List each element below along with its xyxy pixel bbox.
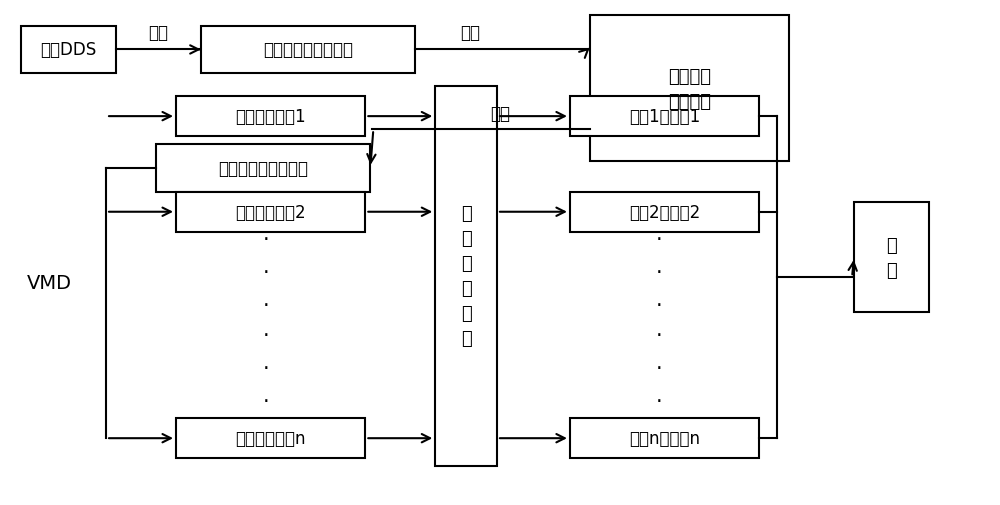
Text: ·
·
·: · · · xyxy=(262,230,269,315)
Bar xyxy=(570,192,759,232)
Text: VMD: VMD xyxy=(27,273,72,292)
Text: 多频率混合激励信号: 多频率混合激励信号 xyxy=(263,41,353,59)
Text: 得到: 得到 xyxy=(490,105,510,123)
Bar xyxy=(156,144,370,192)
Bar xyxy=(570,418,759,459)
Text: 单频信号分量n: 单频信号分量n xyxy=(235,429,306,447)
Text: 幅值n、相位n: 幅值n、相位n xyxy=(629,429,700,447)
Text: 激励电极
测量电极: 激励电极 测量电极 xyxy=(668,68,711,111)
Text: 单频信号分量1: 单频信号分量1 xyxy=(235,108,306,126)
Text: 输出: 输出 xyxy=(148,24,168,42)
Bar xyxy=(854,203,929,313)
Bar xyxy=(21,26,116,74)
Bar xyxy=(176,192,365,232)
Text: 幅值2、相位2: 幅值2、相位2 xyxy=(629,204,700,221)
Text: ·
·
·: · · · xyxy=(656,325,663,411)
Bar xyxy=(590,17,789,162)
Text: 幅值1、相位1: 幅值1、相位1 xyxy=(629,108,700,126)
Bar xyxy=(435,87,497,466)
Text: ·
·
·: · · · xyxy=(262,325,269,411)
Bar xyxy=(570,97,759,137)
Bar xyxy=(176,418,365,459)
Text: 多频率混合测量信号: 多频率混合测量信号 xyxy=(218,160,308,177)
Text: ·
·
·: · · · xyxy=(656,230,663,315)
Text: 单频信号分量2: 单频信号分量2 xyxy=(235,204,306,221)
Bar xyxy=(201,26,415,74)
Text: 成
像: 成 像 xyxy=(886,236,897,279)
Text: 正
交
序
列
解
调: 正 交 序 列 解 调 xyxy=(461,205,471,348)
Text: 多频DDS: 多频DDS xyxy=(41,41,97,59)
Bar xyxy=(176,97,365,137)
Text: 激励: 激励 xyxy=(460,24,480,42)
